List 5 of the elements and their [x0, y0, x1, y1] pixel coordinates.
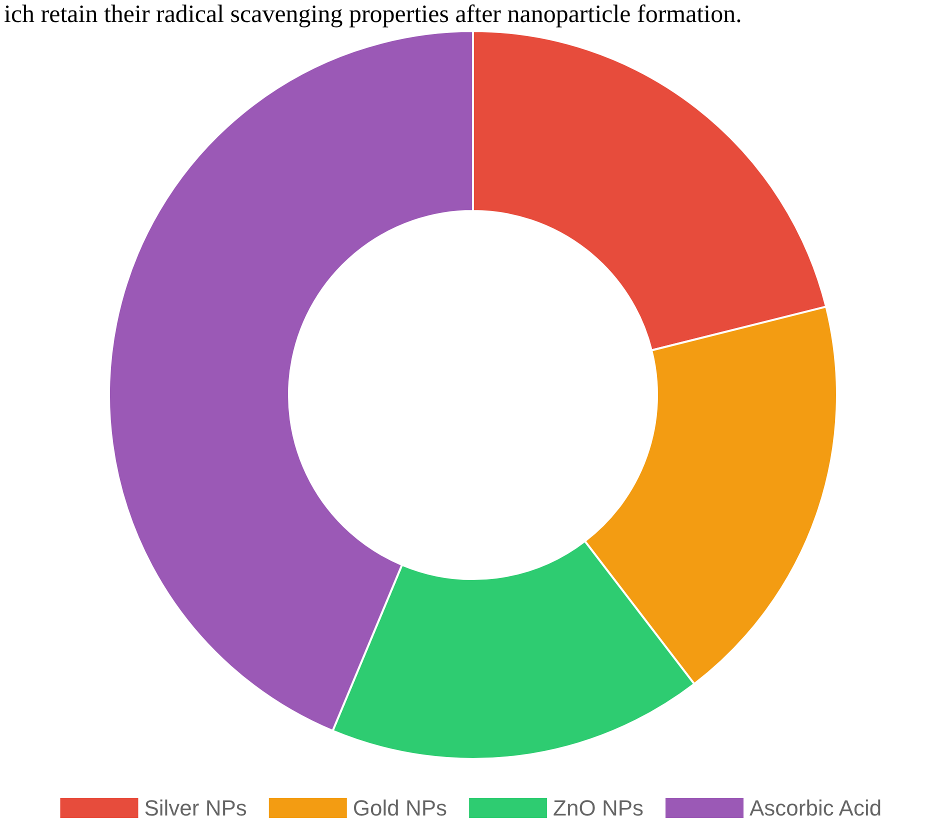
legend-label: Ascorbic Acid [750, 796, 882, 820]
legend-label: Silver NPs [144, 796, 247, 820]
legend-label: ZnO NPs [553, 796, 644, 820]
legend-label: Gold NPs [352, 796, 448, 820]
text: ich retain their radical scavenging properties after nanoparticle formation. [4, 1, 742, 28]
